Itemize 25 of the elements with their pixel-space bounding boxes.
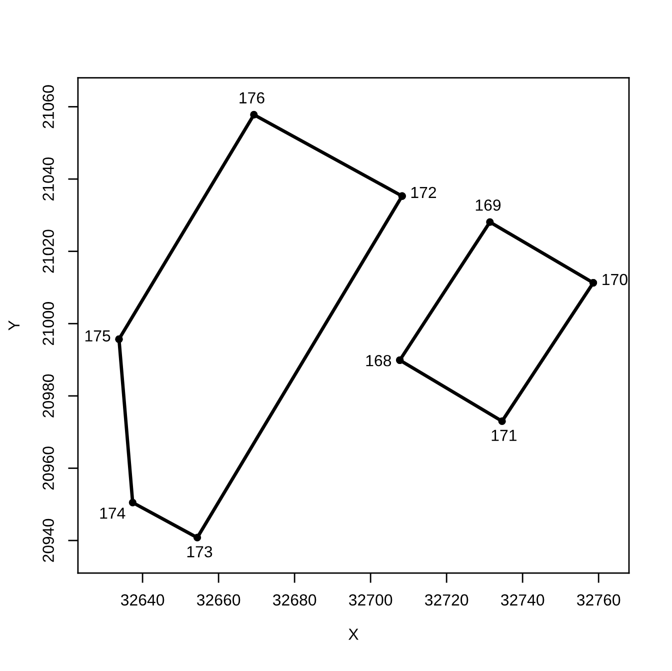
x-tick-label: 32640 bbox=[120, 594, 164, 606]
x-tick-label: 32760 bbox=[576, 594, 620, 606]
annotation: 174 bbox=[100, 508, 126, 519]
y-tick-label: 21040 bbox=[42, 157, 54, 200]
annotation: 175 bbox=[85, 330, 110, 342]
annotation: 170 bbox=[602, 274, 628, 286]
y-tick-label: 21000 bbox=[42, 302, 54, 346]
annotation: 168 bbox=[366, 354, 392, 366]
y-tick-label: 21020 bbox=[42, 230, 54, 273]
annotation: 171 bbox=[492, 430, 516, 441]
x-tick-label: 32700 bbox=[348, 594, 392, 606]
y-tick-label: 21060 bbox=[42, 85, 54, 128]
y-axis-title: Y bbox=[8, 320, 20, 330]
x-tick-label: 32720 bbox=[424, 594, 468, 606]
x-tick-label: 32660 bbox=[196, 594, 240, 606]
y-tick-label: 20960 bbox=[42, 446, 54, 490]
x-axis-title: X bbox=[348, 628, 358, 640]
x-tick-label: 32740 bbox=[500, 594, 544, 606]
x-tick-label: 32680 bbox=[272, 594, 316, 606]
y-tick-label: 20940 bbox=[42, 518, 54, 562]
annotation: 169 bbox=[476, 199, 501, 211]
y-tick-label: 20980 bbox=[42, 374, 54, 418]
annotation: 173 bbox=[187, 546, 212, 558]
annotation: 176 bbox=[240, 92, 264, 104]
annotation: 172 bbox=[411, 186, 436, 198]
